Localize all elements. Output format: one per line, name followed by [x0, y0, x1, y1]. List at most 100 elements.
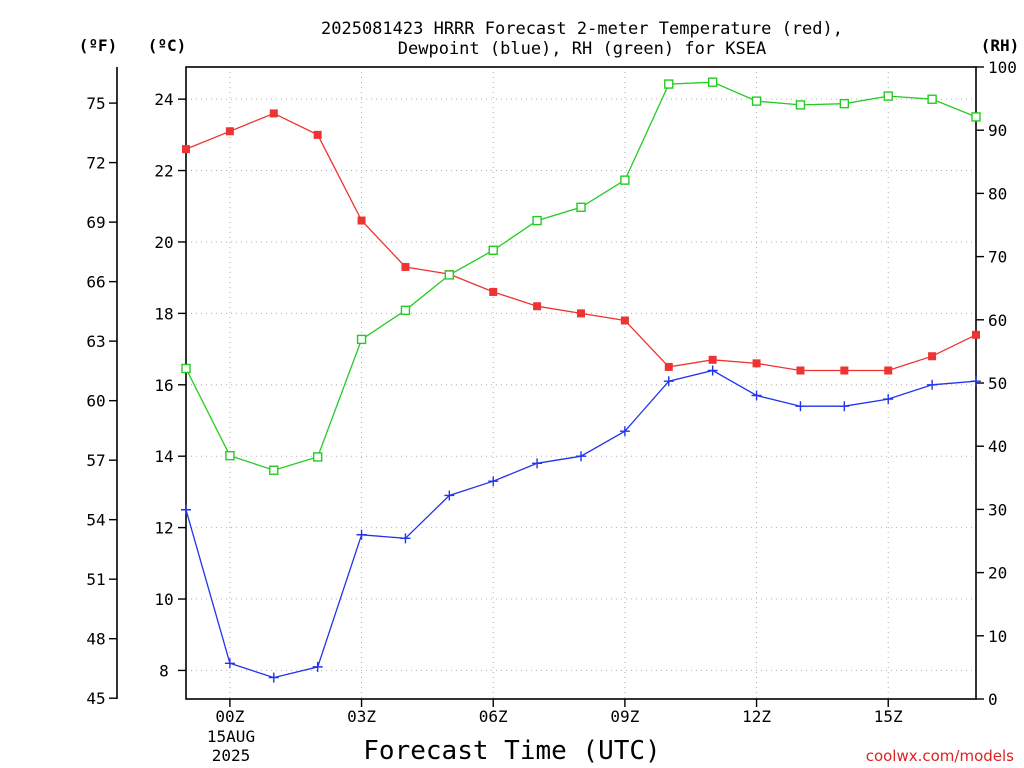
temperature-point [182, 145, 190, 154]
rh-tick-label: 10 [988, 627, 1007, 646]
x-axis-label: Forecast Time (UTC) [363, 736, 660, 766]
rh-point [883, 91, 893, 101]
celsius-tick-label: 18 [154, 304, 173, 323]
temperature-point [796, 366, 805, 375]
dewpoint-line [185, 369, 977, 679]
rh-point [620, 175, 630, 185]
dewpoint-point [576, 451, 586, 462]
rh-tick-label: 20 [988, 564, 1007, 583]
dewpoint-point [839, 401, 850, 412]
rh-point [356, 334, 367, 345]
temperature-point [313, 130, 322, 139]
dewpoint-point [619, 426, 630, 437]
fahrenheit-tick-label: 51 [86, 570, 105, 589]
rh-line [185, 81, 977, 471]
plot-frame [185, 66, 977, 700]
temperature-point [577, 309, 585, 318]
grid-lines [186, 67, 976, 699]
rh-point [225, 450, 235, 461]
rh-tick-label: 90 [988, 121, 1007, 140]
rh-point [751, 96, 762, 106]
dewpoint-point [400, 533, 411, 544]
dewpoint-point [532, 458, 543, 469]
fahrenheit-tick-label: 54 [86, 511, 105, 530]
dewpoint-point [663, 376, 674, 387]
rh-tick-label: 40 [988, 437, 1007, 456]
dewpoint-point [181, 504, 191, 515]
rh-tick-label: 60 [988, 311, 1007, 330]
x-tick-label: 03Z [347, 707, 376, 726]
rh-point [707, 77, 718, 87]
temperature-point [752, 359, 761, 368]
temperature-point [928, 352, 937, 361]
dewpoint-point [707, 365, 718, 376]
rh-tick-label: 50 [988, 374, 1007, 393]
dewpoint-point [268, 672, 279, 683]
celsius-unit-label: (ºC) [148, 36, 187, 55]
rh-point [488, 245, 498, 255]
chart-title: 2025081423 HRRR Forecast 2-meter Tempera… [321, 19, 843, 39]
rh-point [927, 94, 937, 104]
axes [109, 66, 984, 707]
rh-tick-label: 0 [988, 690, 998, 709]
fahrenheit-tick-label: 60 [86, 392, 105, 411]
dewpoint-point [883, 394, 894, 405]
dewpoint-point [971, 376, 981, 387]
fahrenheit-tick-label: 57 [86, 451, 105, 470]
rh-point [312, 452, 323, 462]
credit-link[interactable]: coolwx.com/models [866, 747, 1014, 765]
date-label-year: 2025 [212, 746, 251, 765]
rh-point [971, 112, 981, 122]
rh-point [181, 363, 191, 374]
tick-labels: 8 10 12 14 16 18 20 22 24 45 48 51 54 57 60 63 66 69 72 75 0… [86, 58, 1017, 726]
celsius-tick-label: 14 [154, 447, 173, 466]
dewpoint-series [181, 365, 981, 683]
x-tick-label: 00Z [215, 707, 244, 726]
celsius-tick-label: 24 [154, 90, 173, 109]
fahrenheit-tick-label: 45 [86, 689, 105, 708]
temperature-point [533, 302, 542, 311]
dewpoint-point [356, 529, 367, 540]
temperature-point [357, 216, 366, 225]
x-tick-label: 09Z [610, 707, 639, 726]
fahrenheit-tick-label: 75 [86, 94, 105, 113]
x-tick-label: 12Z [742, 707, 771, 726]
temperature-point [269, 109, 278, 118]
rh-point [839, 98, 850, 109]
dewpoint-point [224, 658, 235, 669]
temperature-point [401, 262, 410, 271]
fahrenheit-tick-label: 72 [86, 154, 105, 173]
temperature-point [664, 362, 673, 371]
series-layer [181, 77, 981, 683]
temperature-point [489, 287, 498, 296]
celsius-tick-label: 22 [154, 162, 173, 181]
x-tick-label: 15Z [874, 707, 903, 726]
rh-point [269, 465, 279, 475]
rh-point [795, 100, 806, 110]
dewpoint-point [927, 379, 938, 390]
rh-tick-label: 80 [988, 184, 1007, 203]
fahrenheit-unit-label: (ºF) [79, 36, 118, 55]
chart-title-line2: Dewpoint (blue), RH (green) for KSEA [398, 39, 766, 59]
rh-point [400, 305, 411, 316]
fahrenheit-tick-label: 66 [86, 273, 105, 292]
temperature-point [620, 316, 629, 325]
fahrenheit-tick-label: 63 [86, 332, 105, 351]
celsius-tick-label: 10 [154, 590, 173, 609]
dewpoint-point [488, 476, 499, 487]
rh-point [576, 202, 586, 213]
dewpoint-point [444, 490, 455, 501]
temperature-point [708, 355, 717, 364]
rh-series [181, 77, 981, 475]
rh-point [444, 270, 455, 280]
temperature-series [182, 109, 980, 375]
temperature-point [884, 366, 893, 375]
rh-unit-label: (RH) [981, 36, 1020, 55]
dewpoint-point [312, 661, 323, 672]
x-tick-label: 06Z [479, 707, 508, 726]
fahrenheit-tick-label: 69 [86, 213, 105, 232]
temperature-point [972, 330, 980, 339]
celsius-tick-label: 12 [154, 519, 173, 538]
rh-tick-label: 100 [988, 58, 1017, 77]
